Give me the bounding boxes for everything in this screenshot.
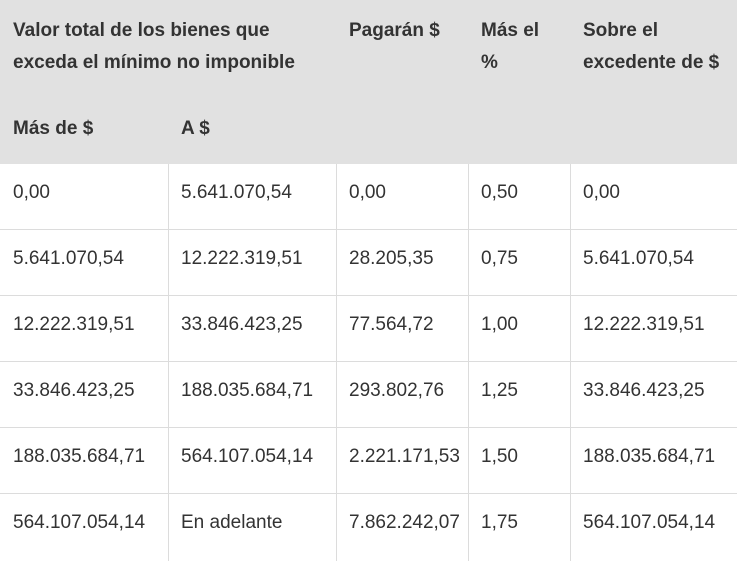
cell-mas-el: 0,50 xyxy=(481,182,518,203)
cell-sobre: 5.641.070,54 xyxy=(583,248,694,269)
cell-sobre: 188.035.684,71 xyxy=(583,446,716,467)
cell-mas-el: 0,75 xyxy=(481,248,518,269)
cell-a: 12.222.319,51 xyxy=(181,248,303,269)
cell-pagaran: 2.221.171,53 xyxy=(349,446,460,467)
cell-pagaran: 28.205,35 xyxy=(349,248,434,269)
table-row: 564.107.054,14 En adelante 7.862.242,07 … xyxy=(0,494,737,560)
cell-mas-de: 188.035.684,71 xyxy=(13,446,146,467)
header-mas-de: Más de $ xyxy=(13,118,94,139)
cell-sobre: 564.107.054,14 xyxy=(583,512,716,533)
column-divider xyxy=(168,164,169,561)
table-row: 188.035.684,71 564.107.054,14 2.221.171,… xyxy=(0,428,737,494)
header-pagaran: Pagarán $ xyxy=(349,20,440,41)
cell-pagaran: 0,00 xyxy=(349,182,386,203)
header-valor-total: Valor total de los bienes que exceda el … xyxy=(13,20,295,73)
cell-a: 188.035.684,71 xyxy=(181,380,314,401)
column-divider xyxy=(468,164,469,561)
cell-sobre: 12.222.319,51 xyxy=(583,314,705,335)
cell-mas-el: 1,75 xyxy=(481,512,518,533)
table-row: 0,00 5.641.070,54 0,00 0,50 0,00 xyxy=(0,164,737,230)
cell-a: 564.107.054,14 xyxy=(181,446,314,467)
cell-mas-de: 33.846.423,25 xyxy=(13,380,135,401)
column-divider xyxy=(336,164,337,561)
cell-mas-de: 5.641.070,54 xyxy=(13,248,124,269)
header-mas-el-porcentaje: Más el % xyxy=(481,20,540,73)
cell-mas-el: 1,25 xyxy=(481,380,518,401)
cell-sobre: 0,00 xyxy=(583,182,620,203)
table-row: 5.641.070,54 12.222.319,51 28.205,35 0,7… xyxy=(0,230,737,296)
cell-mas-de: 0,00 xyxy=(13,182,50,203)
cell-a: En adelante xyxy=(181,512,283,533)
column-divider xyxy=(570,164,571,561)
cell-mas-de: 12.222.319,51 xyxy=(13,314,135,335)
table-header: Valor total de los bienes que exceda el … xyxy=(0,0,737,164)
cell-pagaran: 7.862.242,07 xyxy=(349,512,460,533)
header-sobre-excedente: Sobre el excedente de $ xyxy=(583,20,720,73)
cell-a: 33.846.423,25 xyxy=(181,314,303,335)
cell-sobre: 33.846.423,25 xyxy=(583,380,705,401)
cell-pagaran: 77.564,72 xyxy=(349,314,434,335)
cell-mas-de: 564.107.054,14 xyxy=(13,512,146,533)
header-a: A $ xyxy=(181,118,210,139)
table-row: 33.846.423,25 188.035.684,71 293.802,76 … xyxy=(0,362,737,428)
cell-mas-el: 1,00 xyxy=(481,314,518,335)
cell-mas-el: 1,50 xyxy=(481,446,518,467)
table-body: 0,00 5.641.070,54 0,00 0,50 0,00 5.641.0… xyxy=(0,164,737,560)
table-row: 12.222.319,51 33.846.423,25 77.564,72 1,… xyxy=(0,296,737,362)
cell-a: 5.641.070,54 xyxy=(181,182,292,203)
cell-pagaran: 293.802,76 xyxy=(349,380,445,401)
